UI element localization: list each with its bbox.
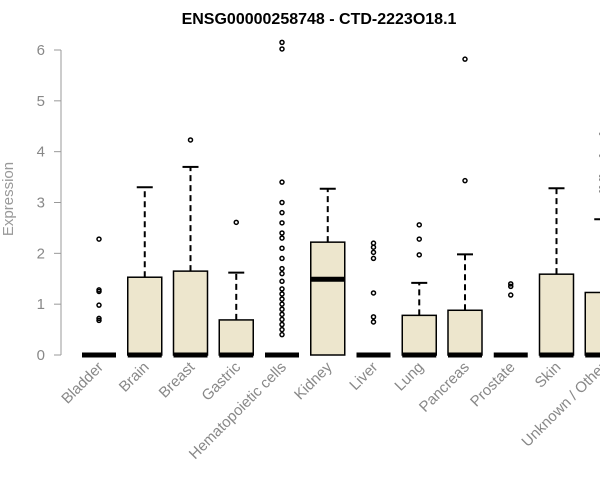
outlier-point xyxy=(508,283,514,290)
outlier-point xyxy=(279,245,285,251)
outlier-point xyxy=(279,265,285,272)
box-group xyxy=(127,186,163,358)
outlier-point xyxy=(279,301,285,307)
outlier-point xyxy=(96,236,102,242)
box-group xyxy=(401,222,437,358)
outlier-point xyxy=(96,315,102,322)
x-tick-label: Pancreas xyxy=(416,359,473,416)
outlier-point xyxy=(187,137,194,143)
outlier-point xyxy=(279,235,285,241)
outlier-point xyxy=(370,255,377,262)
outlier-point xyxy=(370,290,377,296)
box-group xyxy=(447,56,483,358)
box-group xyxy=(356,240,391,358)
box-group xyxy=(584,132,600,358)
outlier-point xyxy=(370,240,377,246)
outlier-point xyxy=(279,46,285,52)
outlier-point xyxy=(370,249,377,256)
outlier-point xyxy=(508,281,514,287)
outlier-point xyxy=(370,319,377,325)
box-group xyxy=(82,236,116,358)
outlier-point xyxy=(279,326,285,333)
outlier-point xyxy=(96,287,102,293)
boxes xyxy=(82,39,600,358)
y-tick-label: 3 xyxy=(37,195,45,212)
chart-title: ENSG00000258748 - CTD-2223O18.1 xyxy=(182,11,457,28)
y-tick-label: 4 xyxy=(37,144,45,161)
box-rect xyxy=(172,270,209,356)
x-tick-label: Lung xyxy=(391,359,427,395)
outlier-point xyxy=(279,286,285,292)
outlier-point xyxy=(508,292,514,298)
box-group xyxy=(218,219,254,358)
outlier-point xyxy=(233,219,239,226)
y-ticks: 0 1 2 3 4 5 6 xyxy=(37,42,61,364)
outlier-point xyxy=(279,255,285,262)
y-tick-label: 1 xyxy=(37,296,45,313)
outlier-point xyxy=(416,236,422,242)
x-tick-label: Skin xyxy=(532,359,565,392)
outlier-point xyxy=(279,199,285,206)
x-tick-label: Brain xyxy=(116,359,153,396)
outlier-point xyxy=(462,177,468,184)
outlier-point xyxy=(416,252,422,258)
outlier-point xyxy=(462,56,468,62)
outlier-point xyxy=(370,314,377,320)
y-tick-label: 2 xyxy=(37,245,45,262)
outlier-point xyxy=(96,317,102,324)
outlier-point xyxy=(279,220,285,226)
outlier-point xyxy=(416,222,422,228)
outlier-point xyxy=(279,209,285,216)
outlier-point xyxy=(279,306,285,312)
y-tick-label: 0 xyxy=(37,347,45,364)
x-tick-label: Kidney xyxy=(291,358,336,403)
box-rect xyxy=(218,319,254,356)
x-tick-label: Breast xyxy=(156,358,199,401)
box-group xyxy=(310,187,346,356)
box-rect xyxy=(401,314,437,356)
outlier-point xyxy=(279,39,285,46)
box-rect xyxy=(447,309,483,356)
outlier-point xyxy=(279,331,285,338)
x-tick-label: Prostate xyxy=(467,359,519,411)
box-group xyxy=(493,281,528,358)
outlier-point xyxy=(279,291,285,297)
x-tick-label: Liver xyxy=(346,359,381,394)
box-rect xyxy=(584,291,600,356)
box-rect xyxy=(127,276,163,356)
outlier-point xyxy=(279,270,285,277)
outlier-point xyxy=(279,296,285,302)
outlier-point xyxy=(279,278,285,285)
outlier-point xyxy=(279,311,285,318)
y-tick-label: 5 xyxy=(37,93,45,110)
box-group xyxy=(265,39,299,358)
outlier-point xyxy=(279,179,285,185)
outlier-point xyxy=(96,302,102,308)
y-tick-label: 6 xyxy=(37,42,45,59)
box-group xyxy=(538,187,575,358)
box-rect xyxy=(538,273,575,356)
box-group xyxy=(172,137,209,358)
outlier-point xyxy=(279,321,285,328)
x-tick-label: Gastric xyxy=(198,358,244,404)
outlier-point xyxy=(279,316,285,323)
outlier-point xyxy=(279,230,285,236)
box-rect xyxy=(310,241,346,356)
y-axis-label: Expression xyxy=(0,162,17,236)
x-tick-label: Bladder xyxy=(58,359,107,408)
